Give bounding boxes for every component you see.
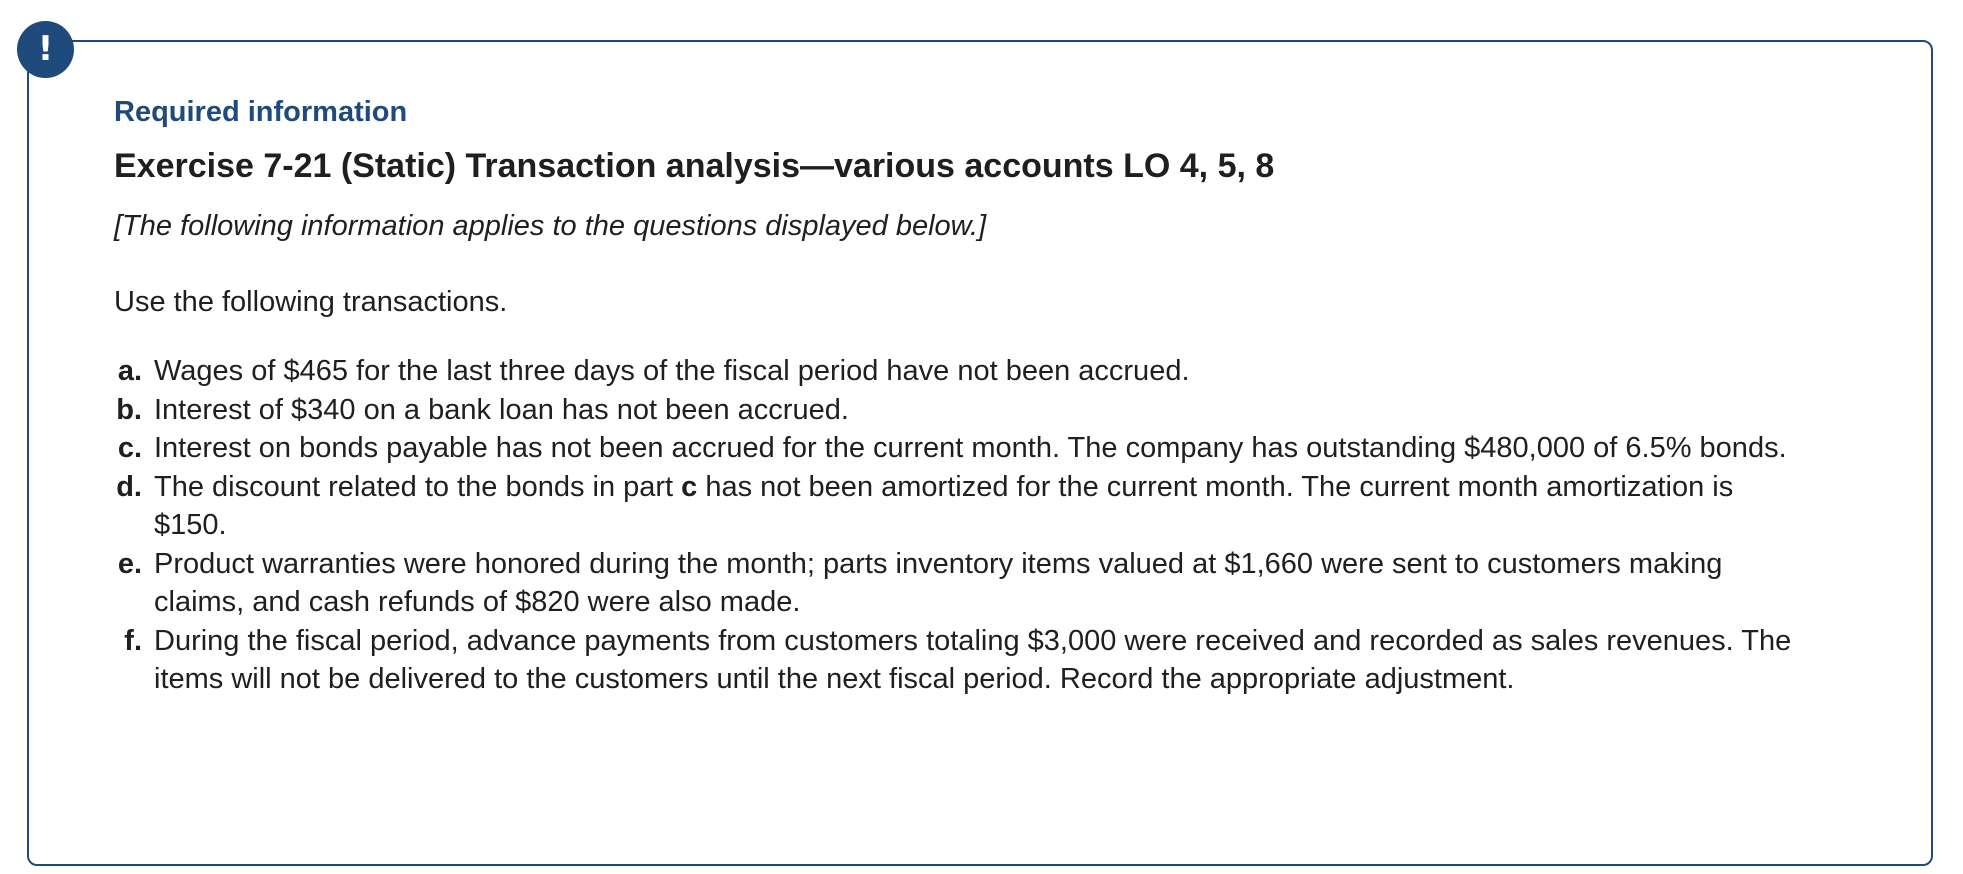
transaction-item-c: c. Interest on bonds payable has not bee… xyxy=(114,429,1794,468)
transaction-item-e: e. Product warranties were honored durin… xyxy=(114,545,1794,622)
part-reference: c xyxy=(681,470,698,503)
transaction-letter: b. xyxy=(116,393,142,426)
transaction-list: a. Wages of $465 for the last three days… xyxy=(114,352,1794,699)
transaction-item-b: b. Interest of $340 on a bank loan has n… xyxy=(114,391,1794,430)
exercise-title: Exercise 7-21 (Static) Transaction analy… xyxy=(114,147,1275,185)
required-info-heading: Required information xyxy=(114,96,408,128)
transaction-text-before: The discount related to the bonds in par… xyxy=(154,470,682,503)
transaction-text: Interest on bonds payable has not been a… xyxy=(154,432,1787,464)
transaction-item-f: f. During the fiscal period, advance pay… xyxy=(114,622,1794,699)
info-note: [The following information applies to th… xyxy=(114,210,987,242)
transaction-text: Interest of $340 on a bank loan has not … xyxy=(154,393,849,426)
transaction-text: During the fiscal period, advance paymen… xyxy=(154,624,1792,696)
alert-exclamation-icon: ! xyxy=(17,21,74,78)
required-info-card xyxy=(27,40,1933,866)
transaction-letter: e. xyxy=(117,547,142,580)
transaction-item-a: a. Wages of $465 for the last three days… xyxy=(114,352,1794,391)
transaction-letter: f. xyxy=(124,624,142,657)
transaction-letter: d. xyxy=(116,470,142,503)
transaction-item-d: d. The discount related to the bonds in … xyxy=(114,468,1794,545)
card-content: Required information Exercise 7-21 (Stat… xyxy=(114,92,1814,699)
transaction-text: The discount related to the bonds in par… xyxy=(144,468,1794,545)
transaction-letter: c. xyxy=(117,432,142,464)
transaction-text-after: has not been amortized for the current m… xyxy=(154,470,1734,542)
transaction-text: Wages of $465 for the last three days of… xyxy=(154,355,1190,387)
intro-text: Use the following transactions. xyxy=(114,286,508,318)
transaction-text: Product warranties were honored during t… xyxy=(154,547,1723,619)
transaction-letter: a. xyxy=(117,355,142,387)
